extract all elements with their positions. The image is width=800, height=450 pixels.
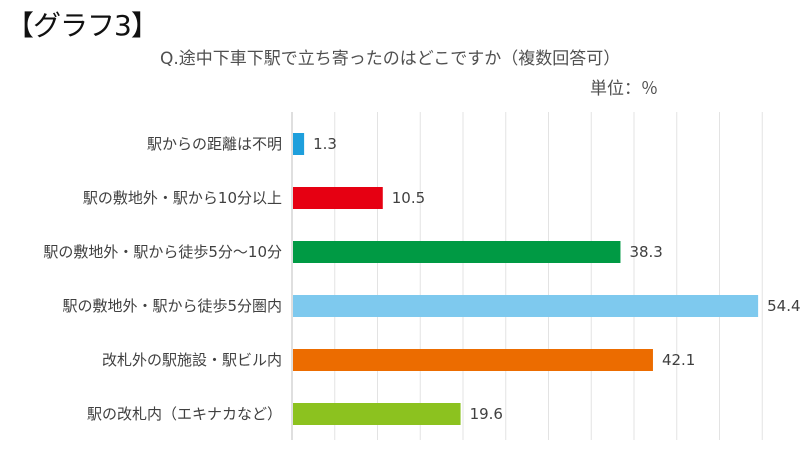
unit-label: 単位：％ <box>590 79 658 99</box>
bar <box>293 295 759 317</box>
bars <box>293 133 759 425</box>
bar <box>293 133 305 155</box>
value-label: 1.3 <box>313 135 337 153</box>
category-label: 駅からの距離は不明 <box>147 135 282 153</box>
graph-number-label: 【グラフ3】 <box>6 9 159 42</box>
value-label: 38.3 <box>629 243 662 261</box>
value-label: 10.5 <box>392 189 425 207</box>
value-label: 42.1 <box>662 351 695 369</box>
category-label: 駅の敷地外・駅から10分以上 <box>83 189 282 207</box>
bar <box>293 241 621 263</box>
bar <box>293 403 461 425</box>
category-label: 駅の敷地外・駅から徒歩5分〜10分 <box>43 243 282 261</box>
category-label: 駅の敷地外・駅から徒歩5分圏内 <box>62 297 282 315</box>
category-label: 駅の改札内（エキナカなど） <box>87 405 282 423</box>
category-labels: 駅からの距離は不明駅の敷地外・駅から10分以上駅の敷地外・駅から徒歩5分〜10分… <box>43 135 282 423</box>
value-label: 54.4 <box>767 297 800 315</box>
bar <box>293 187 383 209</box>
chart-title: Q.途中下車下駅で立ち寄ったのはどこですか（複数回答可） <box>160 49 621 69</box>
value-label: 19.6 <box>470 405 503 423</box>
value-labels: 1.3 10.5 38.3 54.4 42.1 19.6 <box>313 135 800 423</box>
bar <box>293 349 653 371</box>
gridlines <box>291 112 763 440</box>
category-label: 改札外の駅施設・駅ビル内 <box>102 351 282 369</box>
